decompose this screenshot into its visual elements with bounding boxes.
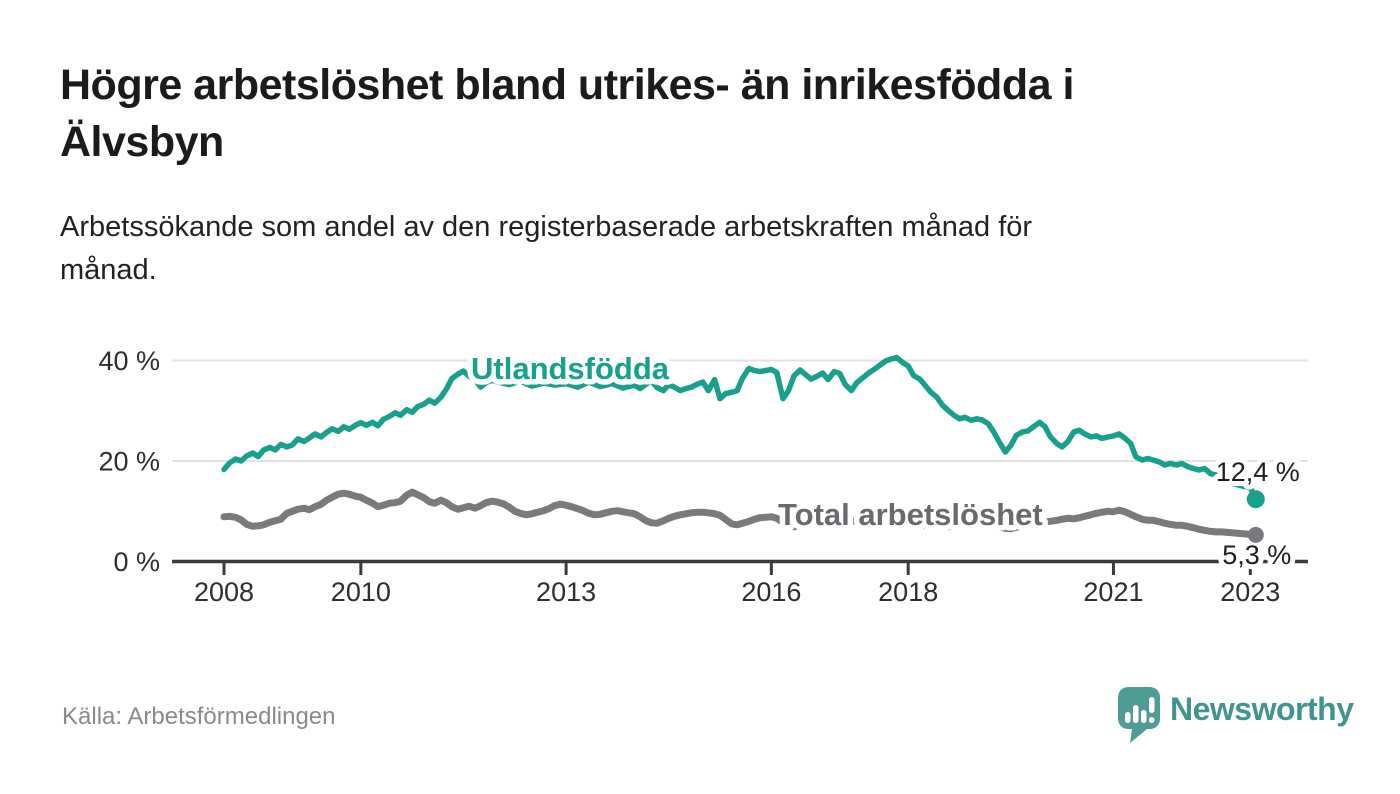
chart-subtitle-line-2: månad. xyxy=(60,254,157,286)
chart-subtitle: Arbetssökande som andel av den registerb… xyxy=(60,206,1032,292)
newsworthy-logo-text: Newsworthy xyxy=(1170,691,1354,727)
x-tick-label-2023: 2023 xyxy=(1220,577,1280,607)
y-tick-label-20: 20 % xyxy=(98,447,160,477)
series-label-total: Total arbetslöshet xyxy=(778,497,1043,532)
y-tick-label-0: 0 % xyxy=(113,547,160,577)
x-tick-label-2010: 2010 xyxy=(331,577,391,607)
x-tick-label-2013: 2013 xyxy=(536,577,596,607)
x-tick-label-2008: 2008 xyxy=(194,577,254,607)
series-label-utlandsfodda: Utlandsfödda xyxy=(471,351,670,386)
logo-bar-1 xyxy=(1125,712,1131,723)
end-value-label-total: 5,3 % xyxy=(1222,540,1291,570)
end-dot-utlandsfodda xyxy=(1246,490,1265,509)
logo-exclamation-bar xyxy=(1149,697,1155,713)
newsworthy-logo-icon xyxy=(1118,687,1160,743)
x-tick-label-2016: 2016 xyxy=(741,577,801,607)
end-dot-total xyxy=(1247,526,1264,543)
chart-subtitle-line-1: Arbetssökande som andel av den registerb… xyxy=(60,211,1033,243)
x-tick-label-2018: 2018 xyxy=(878,577,938,607)
y-tick-label-40: 40 % xyxy=(98,346,160,376)
x-tick-label-2021: 2021 xyxy=(1083,577,1143,607)
chart-title-line-2: Älvsbyn xyxy=(60,118,224,166)
series-line-utlandsfodda xyxy=(221,354,1259,502)
newsworthy-logo: Newsworthy xyxy=(1117,686,1354,744)
end-value-label-utlandsfodda: 12,4 % xyxy=(1216,457,1300,487)
source-text: Källa: Arbetsförmedlingen xyxy=(62,703,336,730)
chart-title-line-1: Högre arbetslöshet bland utrikes- än inr… xyxy=(60,61,1074,109)
chart-title: Högre arbetslöshet bland utrikes- än inr… xyxy=(60,57,1074,171)
logo-exclamation-dot xyxy=(1149,717,1155,723)
series-line-total xyxy=(220,488,1260,539)
logo-bar-3 xyxy=(1141,710,1147,723)
logo-bar-2 xyxy=(1133,705,1139,723)
